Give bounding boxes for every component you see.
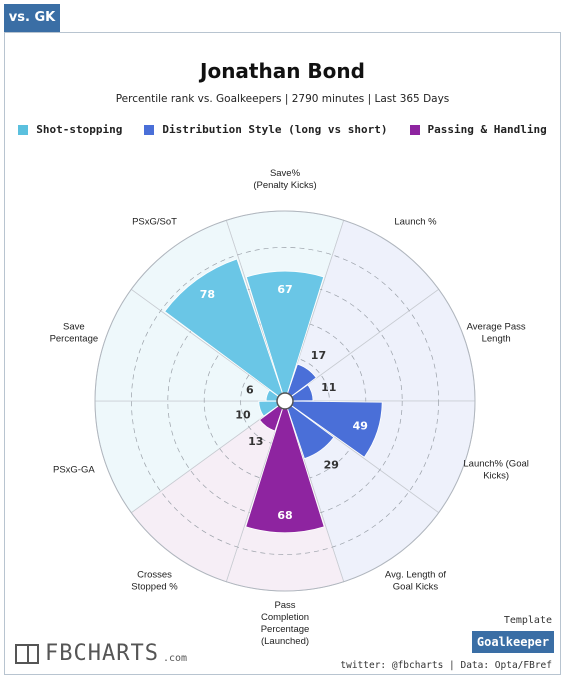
- template-badge[interactable]: Goalkeeper: [472, 631, 554, 653]
- value-label: 67: [277, 283, 292, 296]
- axis-label: PSxG/SoT: [132, 216, 177, 227]
- legend-swatch: [18, 124, 29, 135]
- value-label: 68: [277, 509, 292, 522]
- legend-label: Shot-stopping: [36, 123, 123, 136]
- polar-chart: 67 17 11 49 29 68 13 10 6 78 Save% (Penalty Kicks) L…: [50, 168, 529, 647]
- legend-swatch: [409, 124, 420, 135]
- template-label: Template: [503, 615, 552, 626]
- outer-circle: [94, 210, 476, 592]
- axis-label: Launch %: [394, 216, 437, 227]
- value-label: 17: [311, 349, 326, 362]
- value-label: 13: [248, 435, 263, 448]
- chart-subtitle: Percentile rank vs. Goalkeepers | 2790 m…: [115, 93, 450, 105]
- logo-suffix: .com: [162, 653, 188, 664]
- vs-gk-tab[interactable]: vs. GK: [4, 4, 60, 32]
- value-label: 6: [246, 384, 254, 397]
- axis-label: Pass Completion Percentage (Launched): [261, 600, 310, 647]
- value-label: 10: [235, 409, 251, 422]
- value-label: 11: [321, 381, 336, 394]
- logo-text: FBCHARTS: [45, 641, 159, 666]
- legend-item-distribution: Distribution Style (long vs short): [144, 123, 388, 136]
- value-label: 49: [353, 419, 368, 432]
- chart-card: Jonathan Bond Percentile rank vs. Goalke…: [4, 32, 561, 675]
- footer-credits: twitter: @fbcharts | Data: Opta/FBref: [340, 660, 552, 671]
- axis-label: Avg. Length of Goal Kicks: [385, 570, 446, 593]
- legend: Shot-stopping Distribution Style (long v…: [5, 123, 560, 136]
- fbcharts-logo: FBCHARTS .com: [15, 641, 187, 666]
- legend-item-passing: Passing & Handling: [409, 123, 547, 136]
- legend-label: Passing & Handling: [427, 123, 547, 136]
- axis-label: Average Pass Length: [467, 321, 526, 344]
- value-label: 78: [200, 288, 215, 301]
- value-label: 29: [324, 459, 339, 472]
- legend-item-shot-stopping: Shot-stopping: [18, 123, 122, 136]
- legend-label: Distribution Style (long vs short): [162, 123, 388, 136]
- center-hub: [276, 392, 294, 410]
- axis-label: Launch% (Goal Kicks): [463, 459, 528, 482]
- axis-label: Save Percentage: [50, 321, 99, 344]
- axis-label: Crosses Stopped %: [131, 570, 178, 593]
- grid-circle: [131, 247, 439, 555]
- axis-label: PSxG-GA: [53, 465, 95, 476]
- legend-swatch: [144, 124, 155, 135]
- pitch-icon: [15, 643, 39, 664]
- axis-label: Save% (Penalty Kicks): [253, 168, 316, 191]
- chart-title: Jonathan Bond: [200, 59, 365, 83]
